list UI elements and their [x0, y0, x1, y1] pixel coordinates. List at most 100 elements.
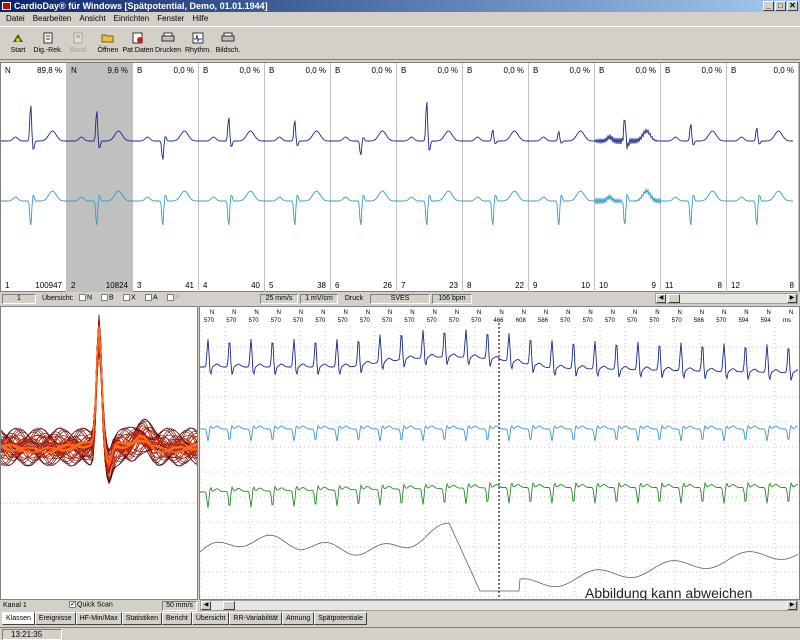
tab-ereignisse[interactable]: Ereignisse — [34, 612, 76, 625]
status-bar: 13:21:35 — [0, 627, 800, 640]
scroll-thumb[interactable] — [668, 294, 680, 303]
menu-bearbeiten[interactable]: Bearbeiten — [32, 14, 72, 23]
beat-class-percent: 0,0 % — [305, 66, 326, 75]
beat-class-1[interactable]: N 89,8 % 1 100947 — [1, 63, 67, 292]
beat-class-number: 4 — [203, 281, 208, 290]
beat-class-5[interactable]: B 0,0 % 5 38 — [265, 63, 331, 292]
beat-class-label: B — [467, 66, 473, 75]
minimize-button[interactable]: _ — [763, 1, 774, 11]
beat-class-8[interactable]: B 0,0 % 8 22 — [463, 63, 529, 292]
beat-class-count: 38 — [317, 281, 326, 290]
tab-spätpotentiale[interactable]: Spätpotentiale — [314, 612, 367, 625]
filter-x-checkbox[interactable] — [123, 294, 130, 301]
drucken-button[interactable]: Drucken — [154, 27, 182, 59]
beat-trace — [67, 111, 133, 149]
beat-label: N — [767, 310, 771, 316]
tab-klassen[interactable]: Klassen — [2, 612, 35, 625]
menu-fenster[interactable]: Fenster — [157, 14, 185, 23]
band-button[interactable]: Band — [64, 27, 92, 59]
beat-class-10[interactable]: B 0,0 % 10 9 — [595, 63, 661, 292]
tab-atmung[interactable]: Atmung — [282, 612, 315, 625]
menu-ansicht[interactable]: Ansicht — [79, 14, 106, 23]
tab-bericht[interactable]: Bericht — [162, 612, 192, 625]
filter-b-checkbox[interactable] — [101, 294, 108, 301]
beat-waveform — [727, 127, 793, 226]
strip-scrollbar[interactable]: ◀ ▶ — [200, 600, 798, 611]
beat-label: N — [232, 310, 236, 316]
filter-b[interactable]: B — [100, 294, 114, 301]
beat-label: N — [277, 310, 281, 316]
beat-waveform — [199, 117, 265, 226]
bildsch-button[interactable]: Bildsch. — [214, 27, 242, 59]
screen-print-icon — [221, 32, 235, 42]
beat-class-12[interactable]: B 0,0 % 12 8 — [727, 63, 799, 292]
beat-label: N — [789, 310, 793, 316]
beat-label: N — [477, 310, 481, 316]
beat-overlay-plot — [0, 307, 198, 599]
window-title: CardioDay® für Windows [Spätpotential, D… — [14, 1, 268, 11]
beat-class-percent: 9,6 % — [107, 66, 128, 75]
tab-statistiken[interactable]: Statistiken — [121, 612, 163, 625]
beat-class-6[interactable]: B 0,0 % 6 26 — [331, 63, 397, 292]
beat-trace — [331, 130, 397, 156]
strip-scroll-thumb[interactable] — [223, 601, 235, 610]
beat-trace — [529, 190, 595, 226]
start-button[interactable]: Start — [4, 27, 32, 59]
tab-übersicht[interactable]: Übersicht — [191, 612, 230, 625]
filter-n[interactable]: N — [78, 294, 92, 301]
rr-interval-label: 570 — [204, 318, 215, 324]
rr-interval-label: 570 — [360, 318, 371, 324]
printer-icon — [161, 32, 175, 42]
lead-1-trace — [200, 329, 798, 381]
oeffnen-button[interactable]: Öffnen — [94, 27, 122, 59]
menu-einrichten[interactable]: Einrichten — [113, 14, 150, 23]
rr-interval-label: 570 — [271, 318, 282, 324]
filter-a[interactable]: A — [144, 294, 158, 301]
beat-trace — [397, 101, 463, 151]
beat-class-3[interactable]: B 0,0 % 3 41 — [133, 63, 199, 292]
strip-scroll-left-button[interactable]: ◀ — [201, 601, 211, 610]
rhythm-button[interactable]: Rhythm. — [184, 27, 212, 59]
filter-p[interactable]: P — [166, 294, 180, 301]
filter-a-checkbox[interactable] — [145, 294, 152, 301]
tab-hf-min-max[interactable]: HF-Min/Max — [75, 612, 122, 625]
rr-interval-label: 608 — [516, 318, 527, 324]
beat-class-percent: 0,0 % — [701, 66, 722, 75]
menu-datei[interactable]: Datei — [6, 14, 25, 23]
beat-trace — [463, 190, 529, 226]
beat-class-label: B — [401, 66, 407, 75]
menu-hilfe[interactable]: Hilfe — [192, 14, 209, 23]
maximize-button[interactable]: □ — [775, 1, 786, 11]
app-icon — [2, 2, 11, 10]
filter-n-checkbox[interactable] — [79, 294, 86, 301]
rr-interval-label: 466 — [494, 318, 505, 324]
pat-daten-button[interactable]: Pat.Daten — [122, 27, 154, 59]
strip-scroll-right-button[interactable]: ▶ — [787, 601, 797, 610]
rr-interval-label: 570 — [449, 318, 460, 324]
close-button[interactable]: ✕ — [787, 1, 798, 11]
beat-trace — [133, 130, 199, 160]
beat-label: N — [522, 310, 526, 316]
tab-rr-variabilität[interactable]: RR-Variabilität — [229, 612, 282, 625]
beat-class-number: 2 — [71, 281, 76, 290]
beat-class-2[interactable]: N 9,6 % 2 10824 — [67, 63, 133, 292]
quick-scan-toggle[interactable]: Quick Scan — [68, 601, 113, 608]
beat-class-4[interactable]: B 0,0 % 4 40 — [199, 63, 265, 292]
filter-x[interactable]: X — [122, 294, 136, 301]
beat-class-9[interactable]: B 0,0 % 9 10 — [529, 63, 595, 292]
filter-p-checkbox[interactable] — [167, 294, 174, 301]
beat-class-number: 12 — [731, 281, 740, 290]
beat-class-count: 10824 — [105, 281, 128, 290]
beat-label: N — [366, 310, 370, 316]
beat-class-11[interactable]: B 0,0 % 11 8 — [661, 63, 727, 292]
band-icon — [73, 32, 83, 44]
beat-class-7[interactable]: B 0,0 % 7 23 — [397, 63, 463, 292]
quick-scan-checkbox[interactable] — [69, 601, 76, 608]
beat-scrollbar[interactable]: ◀ ▶ — [655, 293, 798, 304]
scroll-right-button[interactable]: ▶ — [787, 294, 797, 303]
rr-interval-label: 570 — [649, 318, 660, 324]
scroll-left-button[interactable]: ◀ — [656, 294, 666, 303]
beat-class-percent: 89,8 % — [37, 66, 62, 75]
dig-rek-button[interactable]: Dig.-Rek. — [33, 27, 63, 59]
beat-waveform — [1, 105, 67, 226]
